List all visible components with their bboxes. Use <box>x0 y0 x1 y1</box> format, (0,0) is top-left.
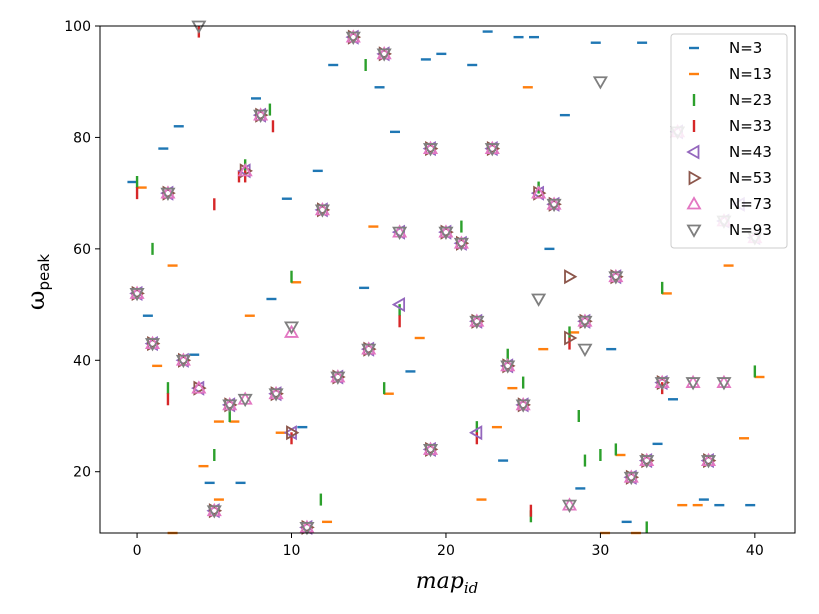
x-tick-label-10: 10 <box>283 543 301 559</box>
point-n-93-33 <box>623 471 639 486</box>
point-n-93-7 <box>237 393 253 408</box>
point-n-93-20 <box>438 226 454 240</box>
point-n-93-9 <box>268 388 284 402</box>
point-n-93-10 <box>283 321 300 335</box>
data-marks <box>127 20 765 536</box>
point-n-73-11 <box>283 324 300 338</box>
legend-label-n-73: N=73 <box>729 195 772 213</box>
legend-item-n-3: N=3 <box>689 39 762 57</box>
y-tick-label-20: 20 <box>73 465 91 481</box>
point-n-93-26 <box>531 293 547 307</box>
legend-box <box>670 33 788 249</box>
point-n-93-35 <box>654 377 670 391</box>
legend-item-n-43: N=43 <box>686 143 772 161</box>
point-n-93-8 <box>253 109 269 123</box>
point-n-93-32 <box>608 271 624 285</box>
legend-label-n-43: N=43 <box>729 143 772 161</box>
series-n-93 <box>129 20 763 536</box>
y-tick-label-60: 60 <box>73 242 91 258</box>
point-n-93-30 <box>577 315 593 330</box>
point-n-93-4 <box>191 20 207 34</box>
point-n-93-31 <box>592 76 608 90</box>
y-axis-ticks: 20 40 60 80 100 <box>64 19 100 481</box>
point-n-93-28 <box>561 499 578 513</box>
point-n-93-19 <box>422 143 439 157</box>
legend-item-n-23: N=23 <box>692 91 772 109</box>
y-tick-label-40: 40 <box>73 353 91 369</box>
point-n-93-29 <box>577 343 593 357</box>
point-n-53-10 <box>286 425 300 441</box>
point-n-93-23 <box>484 143 500 157</box>
legend-label-n-93: N=93 <box>729 221 772 239</box>
plot-frame <box>99 25 796 534</box>
legend-label-n-33: N=33 <box>729 117 772 135</box>
legend-item-n-13: N=13 <box>689 65 772 83</box>
point-n-93-15 <box>361 343 377 357</box>
legend-item-n-53: N=53 <box>688 169 772 187</box>
point-n-93-12 <box>314 204 330 218</box>
point-n-43-24 <box>469 425 483 441</box>
point-n-73-27 <box>531 185 547 199</box>
point-n-73-8 <box>237 163 253 177</box>
y-axis-label: ωpeak <box>22 254 53 311</box>
y-axis-label-subscript: peak <box>35 254 53 291</box>
point-n-93-18 <box>422 444 439 458</box>
legend-item-n-93: N=93 <box>686 221 772 239</box>
legend-marker-n-53 <box>688 170 702 186</box>
point-n-93-24 <box>500 360 516 374</box>
x-axis-label: mapid <box>416 569 478 597</box>
series-n-33 <box>135 25 664 517</box>
legend-item-n-33: N=33 <box>692 117 772 135</box>
legend: N=3 N=13 N=23 N=33 N=43 N=53 N=73 N=93 <box>670 33 788 249</box>
y-tick-label-80: 80 <box>73 130 91 146</box>
point-n-93-14 <box>345 31 361 45</box>
legend-label-n-53: N=53 <box>729 169 772 187</box>
point-n-93-22 <box>469 315 485 330</box>
point-n-93-25 <box>515 399 531 413</box>
legend-marker-n-73 <box>686 196 702 210</box>
point-n-93-1 <box>144 338 161 352</box>
series-n-3 <box>127 30 756 524</box>
legend-label-n-23: N=23 <box>729 91 772 109</box>
point-n-93-0 <box>129 288 145 302</box>
point-n-93-27 <box>546 198 562 213</box>
point-n-93-38 <box>700 455 717 469</box>
point-n-93-3 <box>175 354 191 369</box>
point-n-93-5 <box>206 505 222 519</box>
point-n-53-27 <box>564 269 578 285</box>
point-n-93-39 <box>716 377 732 391</box>
legend-marker-n-93 <box>686 224 702 238</box>
x-tick-label-30: 30 <box>591 543 609 559</box>
point-n-93-6 <box>222 399 238 413</box>
point-n-73-4 <box>191 380 207 394</box>
point-n-53-28 <box>564 330 578 346</box>
legend-item-n-73: N=73 <box>686 195 772 213</box>
x-tick-label-40: 40 <box>746 543 764 559</box>
x-tick-label-20: 20 <box>437 543 455 559</box>
legend-marker-n-43 <box>686 144 700 160</box>
point-n-93-11 <box>299 522 315 536</box>
x-tick-label-0: 0 <box>133 543 142 559</box>
y-axis-label-main: ω <box>22 291 50 311</box>
y-tick-label-100: 100 <box>64 19 91 35</box>
point-n-93-34 <box>639 455 655 469</box>
point-n-93-21 <box>453 237 469 252</box>
point-n-93-13 <box>330 371 346 385</box>
x-axis-label-subscript: id <box>464 579 478 597</box>
legend-label-n-13: N=13 <box>729 65 772 83</box>
legend-label-n-3: N=3 <box>729 39 762 57</box>
point-n-93-37 <box>685 377 701 391</box>
point-n-93-2 <box>160 187 176 201</box>
point-n-43-18 <box>391 297 406 313</box>
point-n-93-17 <box>392 226 408 240</box>
point-n-93-16 <box>376 48 392 62</box>
x-axis-ticks: 0 10 20 30 40 <box>133 533 764 559</box>
x-axis-label-main: map <box>416 569 464 594</box>
